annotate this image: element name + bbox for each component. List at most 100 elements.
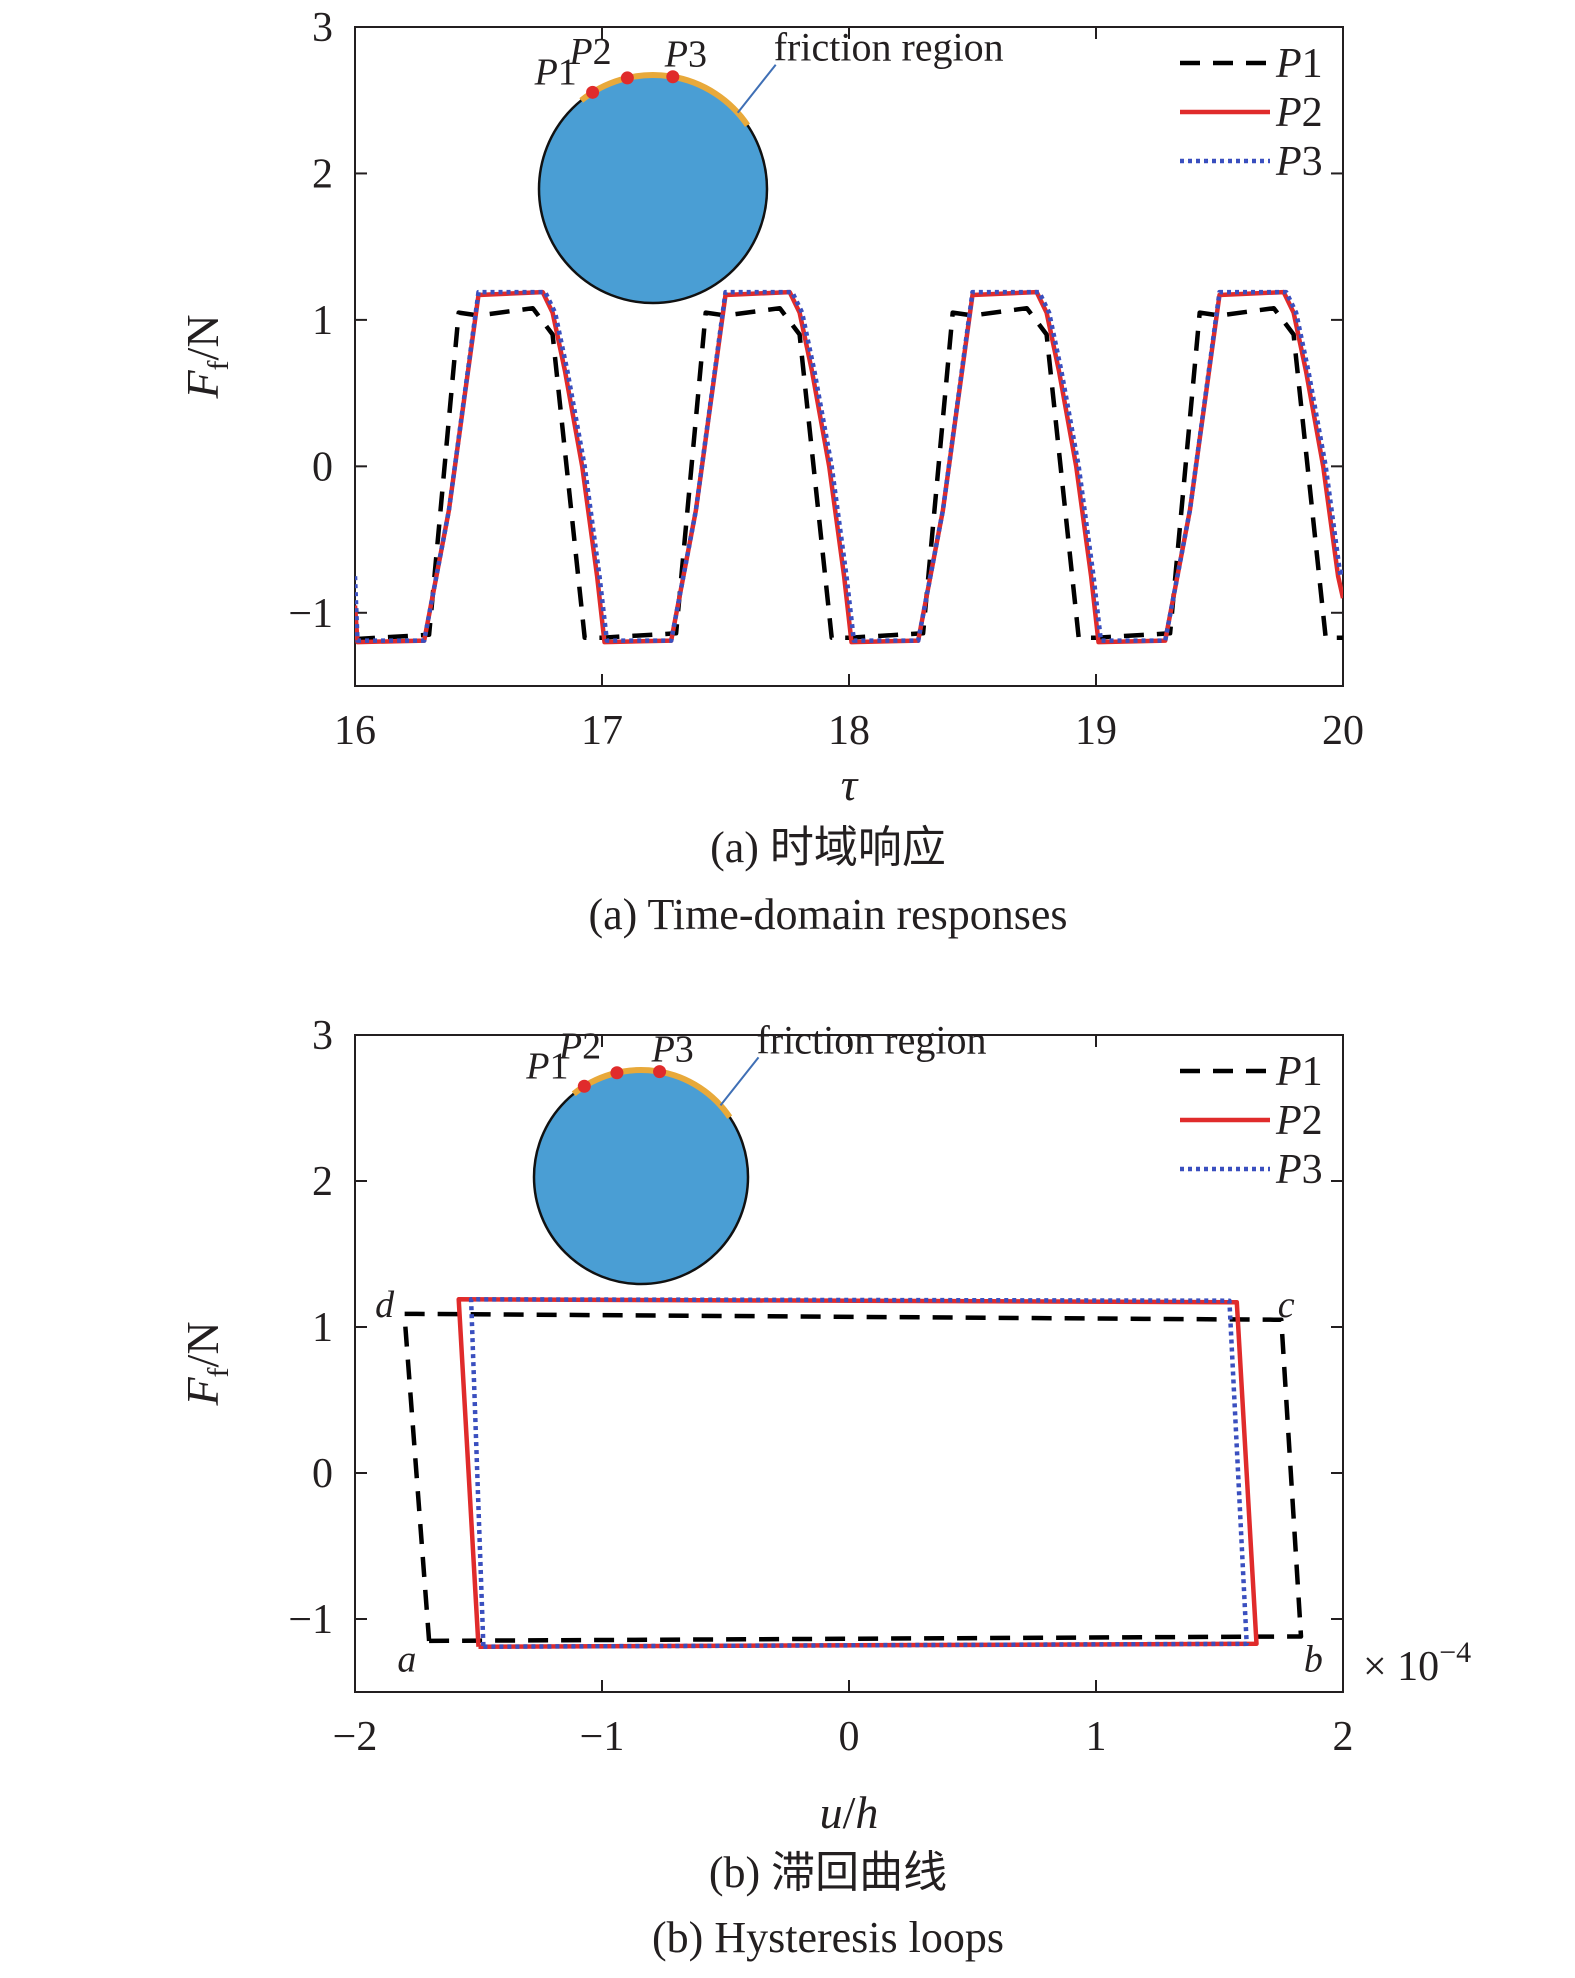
x-tick-label: 2	[1333, 1714, 1354, 1760]
inset-point-marker	[577, 1079, 591, 1093]
legend-label-number: 1	[1302, 1049, 1323, 1095]
inset-point-label: P2	[568, 31, 611, 73]
inset-point-marker	[586, 85, 600, 99]
x-tick-label: 18	[828, 708, 870, 754]
y-label-unit: /N	[177, 314, 228, 360]
x-label-h: h	[855, 1787, 878, 1838]
y-axis-label: Ff/N	[177, 314, 235, 399]
x-multiplier: × 10−4	[1363, 1636, 1471, 1690]
inset-point-letter: P	[525, 1045, 549, 1087]
y-tick-label: 2	[312, 151, 333, 197]
inset-point-number: 3	[675, 1029, 694, 1071]
x-tick-label: 19	[1075, 708, 1117, 754]
x-tick-label: −2	[333, 1714, 378, 1760]
hysteresis-corner-label: a	[397, 1639, 416, 1681]
y-tick-label: 1	[312, 1305, 333, 1351]
x-axis-label: τ	[841, 759, 859, 810]
series-p2-line	[456, 1297, 1259, 1649]
hysteresis-corner-label: c	[1278, 1284, 1295, 1326]
legend-label-letter: P	[1275, 1049, 1302, 1095]
inset-point-label: P3	[651, 1029, 694, 1071]
inset-point-letter: P	[558, 1026, 582, 1068]
y-label-sub: f	[202, 360, 235, 370]
y-tick-label: −1	[288, 1597, 333, 1643]
series-p3-line	[355, 289, 1343, 643]
x-tick-label: 0	[839, 1714, 860, 1760]
inset-point-number: 1	[550, 1045, 569, 1087]
inset-point-label: P1	[534, 51, 577, 93]
legend-label-letter: P	[1275, 41, 1302, 87]
series-group	[355, 289, 1343, 645]
inset-point-number: 1	[558, 51, 577, 93]
y-tick-label: 0	[312, 444, 333, 490]
inset-friction-label: friction region	[757, 1017, 987, 1062]
legend-p2-label: P2	[1275, 90, 1323, 136]
hysteresis-corner-label: d	[375, 1284, 395, 1326]
x-multiplier-base: × 10	[1363, 1644, 1439, 1690]
figure-caption-en: (a) Time-domain responses	[588, 890, 1067, 939]
legend-label-number: 2	[1302, 90, 1323, 136]
legend-p1-label: P1	[1275, 41, 1323, 87]
figure-caption-cn: (a) 时域响应	[710, 823, 946, 872]
y-label-unit: /N	[177, 1321, 228, 1367]
x-label-u: u	[820, 1787, 843, 1838]
x-label-slash: /	[843, 1787, 856, 1838]
y-tick-label: 1	[312, 298, 333, 344]
legend-label-number: 3	[1302, 139, 1323, 185]
x-tick-label: 1	[1086, 1714, 1107, 1760]
inset-friction-label: friction region	[774, 25, 1004, 70]
plot-frame	[354, 1034, 1344, 1693]
legend-label-number: 3	[1302, 1147, 1323, 1193]
inset-point-label: P1	[525, 1045, 568, 1087]
inset-point-label: P2	[558, 1026, 601, 1068]
figure-caption-en: (b) Hysteresis loops	[652, 1913, 1004, 1962]
inset-point-letter: P	[534, 51, 558, 93]
y-label-main: F	[177, 1377, 228, 1407]
x-tick-label: −1	[580, 1714, 625, 1760]
legend-label-number: 2	[1302, 1098, 1323, 1144]
legend-label-letter: P	[1275, 90, 1302, 136]
inset-point-letter: P	[568, 31, 592, 73]
inset-point-marker	[620, 71, 634, 85]
legend-label-letter: P	[1275, 1098, 1302, 1144]
hysteresis-corner-label: b	[1304, 1639, 1323, 1681]
inset-point-marker	[653, 1065, 667, 1079]
inset-point-marker	[666, 70, 680, 84]
legend-p1-label: P1	[1275, 1049, 1323, 1095]
y-label-main: F	[177, 370, 228, 400]
legend-p3-label: P3	[1275, 139, 1323, 185]
legend-label-letter: P	[1275, 139, 1302, 185]
y-tick-label: 3	[312, 5, 333, 51]
inset-point-letter: P	[651, 1029, 675, 1071]
x-tick-label: 20	[1322, 708, 1364, 754]
series-p1-line	[402, 1311, 1304, 1644]
inset-leader-line	[719, 1056, 760, 1107]
inset-point-marker	[610, 1066, 624, 1080]
series-group	[402, 1297, 1304, 1649]
x-multiplier-exp: −4	[1439, 1636, 1471, 1669]
inset-point-label: P3	[664, 34, 707, 76]
y-tick-label: 3	[312, 1013, 333, 1059]
y-tick-label: 2	[312, 1159, 333, 1205]
figure-caption-cn: (b) 滞回曲线	[709, 1848, 947, 1897]
inset-leader-line	[736, 64, 777, 114]
inset-point-number: 2	[593, 31, 612, 73]
y-tick-label: 0	[312, 1451, 333, 1497]
y-tick-label: −1	[288, 591, 333, 637]
legend-label-letter: P	[1275, 1147, 1302, 1193]
series-p3-line	[468, 1297, 1249, 1649]
legend-p3-label: P3	[1275, 1147, 1323, 1193]
legend-p2-label: P2	[1275, 1098, 1323, 1144]
y-axis-label: Ff/N	[177, 1321, 235, 1406]
legend-label-number: 1	[1302, 41, 1323, 87]
inset-point-number: 3	[688, 34, 707, 76]
x-axis-label: u/h	[820, 1787, 879, 1838]
y-label-sub: f	[202, 1367, 235, 1377]
x-tick-label: 17	[581, 708, 623, 754]
x-tick-label: 16	[334, 708, 376, 754]
